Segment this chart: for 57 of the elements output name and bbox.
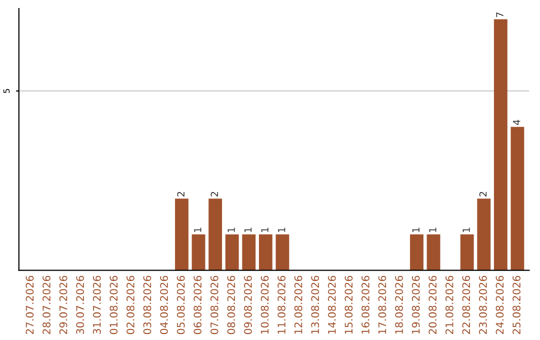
x-tick-label: 12.08.2026 (294, 276, 302, 334)
x-tick-label: 01.08.2026 (110, 276, 118, 334)
data-label: 1 (194, 228, 202, 232)
bar (426, 234, 440, 270)
bar (477, 198, 491, 270)
x-tick-label: 03.08.2026 (143, 276, 152, 334)
data-label: 1 (429, 228, 436, 232)
data-label: 1 (244, 228, 252, 232)
data-label: 2 (177, 192, 184, 196)
x-tick-label: 06.08.2026 (194, 276, 202, 334)
x-tick-label: 31.07.2026 (92, 276, 101, 334)
data-label: 4 (513, 120, 520, 125)
bar (225, 234, 239, 270)
data-label: 1 (278, 228, 286, 232)
x-tick-label: 17.08.2026 (378, 276, 386, 334)
x-tick-label: 28.07.2026 (42, 276, 50, 334)
data-label: 7 (496, 12, 504, 18)
x-tick-label: 10.08.2026 (260, 276, 269, 334)
data-label: 1 (462, 228, 470, 232)
data-label: 2 (210, 192, 218, 196)
y-tick-label: 5 (3, 89, 10, 93)
x-tick-label: 02.08.2026 (126, 276, 134, 334)
data-label: 2 (479, 192, 487, 196)
data-label: 1 (261, 228, 268, 232)
x-tick-label: 22.08.2026 (462, 276, 470, 334)
bar (460, 234, 474, 270)
x-tick-label: 30.07.2026 (76, 276, 84, 334)
bar (410, 234, 424, 270)
bar (510, 126, 524, 270)
x-tick-label: 18.08.2026 (395, 276, 403, 334)
x-tick-label: 25.08.2026 (512, 276, 520, 334)
x-tick-label: 04.08.2026 (160, 276, 168, 334)
x-tick-label: 27.07.2026 (26, 276, 34, 334)
x-tick-label: 23.08.2026 (479, 276, 487, 334)
x-tick-label: 24.08.2026 (496, 276, 504, 334)
x-tick-label: 21.08.2026 (445, 276, 454, 334)
x-tick-label: 16.08.2026 (362, 276, 370, 334)
bar (208, 198, 222, 270)
bar (192, 234, 206, 270)
bar (276, 234, 290, 270)
x-tick-label: 09.08.2026 (244, 276, 252, 334)
bar (242, 234, 256, 270)
x-tick-label: 29.07.2026 (59, 276, 68, 334)
x-tick-label: 07.08.2026 (210, 276, 218, 334)
x-tick-label: 15.08.2026 (344, 276, 353, 334)
x-tick-label: 11.08.2026 (278, 276, 286, 334)
x-tick-label: 05.08.2026 (176, 276, 185, 334)
data-label: 1 (228, 228, 235, 232)
x-tick-label: 20.08.2026 (428, 276, 437, 334)
bar (175, 198, 188, 270)
x-tick-label: 14.08.2026 (328, 276, 336, 334)
x-tick-label: 08.08.2026 (227, 276, 236, 334)
x-tick-label: 13.08.2026 (311, 276, 320, 334)
bar (258, 234, 272, 270)
bar (494, 19, 508, 270)
data-label: 1 (412, 228, 420, 232)
x-tick-label: 19.08.2026 (412, 276, 420, 334)
